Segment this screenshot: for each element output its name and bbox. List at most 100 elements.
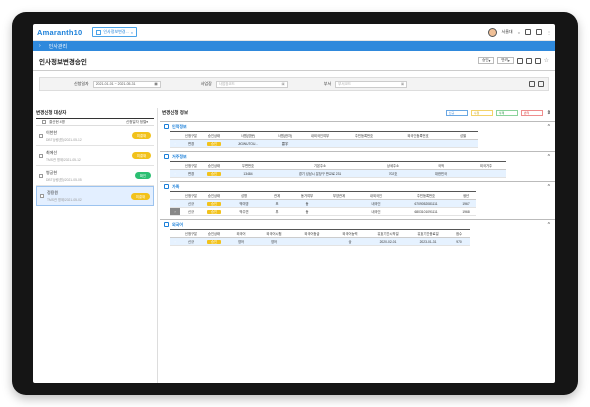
section-block: 거주정보 ⌃ 신청구분 승인상태 우편번호 기본주소 상세주소 국적 외국거주 › 변경 승인 1348… [160, 151, 555, 178]
section-title[interactable]: 외국어 ⌃ [160, 219, 555, 229]
expand-all-icon[interactable]: ⇕ [546, 110, 551, 116]
column-header: 점수 [448, 229, 470, 238]
collapse-icon[interactable]: ⌃ [546, 153, 551, 160]
page-header: 인사정보변경승인 승인 ▾ 반려 ▾ ☆ [33, 51, 555, 71]
search-button-icon[interactable] [529, 81, 535, 87]
tab-icon [96, 29, 102, 35]
applicant-item[interactable]: 정용원 TMS관 명제/2021-05-02 미결재 [36, 186, 154, 206]
table-cell [388, 139, 448, 148]
section-title[interactable]: 인적정보 ⌃ [160, 121, 555, 131]
column-header [170, 161, 180, 170]
column-header: 외국어시험 [256, 229, 292, 238]
collapse-icon[interactable]: ⌃ [546, 183, 551, 190]
table-cell: 박주연 [226, 207, 262, 216]
column-header: 신청구분 [180, 161, 202, 170]
menu-icon[interactable]: › [39, 43, 41, 49]
row-marker: › [170, 169, 180, 178]
star-icon[interactable]: ☆ [543, 58, 549, 64]
table-cell [448, 139, 478, 148]
section-title[interactable]: 가족 ⌃ [160, 181, 555, 191]
table-cell: 신규 [180, 207, 202, 216]
approve-button[interactable]: 승인 ▾ [478, 57, 495, 64]
date-range-input[interactable]: 2021-01-01 ~ 2021-05-31 ▦ [92, 80, 161, 88]
column-header: 부양관계 [322, 191, 356, 200]
table-cell: 970 [448, 237, 470, 246]
select-all-checkbox[interactable] [42, 120, 46, 124]
column-header: 외국어 [226, 229, 256, 238]
breadcrumb: › 인사관리 [33, 41, 555, 51]
applicant-sub: DBT상량(원)/2021-05-05 [46, 177, 82, 182]
table-cell: 702호 [370, 169, 416, 178]
user-name[interactable]: 서울대 [501, 29, 513, 34]
table-cell: 신규 [180, 199, 202, 208]
detail-title: 변경신청 정보 [162, 110, 189, 115]
table-header-row: 신청구분 승인상태 외국어 외국어시험 외국어등급 외국어능력 유효기간시작일 유효기간종료일… [170, 229, 470, 238]
applicant-item[interactable]: 이천한 DBT상량(원)/2021-05-12 미결재 [36, 126, 154, 146]
column-header: 승인상태 [202, 191, 226, 200]
dept-input[interactable]: 부서코드 ▣ [335, 80, 408, 88]
table-row[interactable]: › 신규 승인 박미영 모 동 내국인 6709052081111 1967 [170, 199, 476, 208]
column-header: 관계 [262, 191, 292, 200]
expand-filter-icon[interactable] [538, 81, 544, 87]
applicant-info: 정용원 TMS관 명제/2021-05-02 [47, 190, 82, 202]
table-row[interactable]: › 변경 승인 13484 경기 성남시 분당구 판교로 231 702호 대한민국 [170, 169, 506, 178]
table-cell: 2020-02-01 [368, 237, 408, 246]
delete-icon[interactable] [525, 57, 532, 64]
table-row[interactable]: › 변경 승인 JIGWUTOU... 雲宇 [170, 139, 478, 148]
column-header: 우편번호 [226, 161, 270, 170]
status-badge: 승인 [206, 142, 222, 146]
section-title-text: 거주정보 [172, 153, 187, 159]
section-title[interactable]: 거주정보 ⌃ [160, 151, 555, 161]
settings-icon[interactable] [534, 57, 541, 64]
sort-select[interactable]: 신청일자 정렬 [125, 119, 147, 124]
more-icon[interactable]: ⋮ [547, 29, 551, 35]
table-cell: 동 [292, 199, 322, 208]
table-cell: 대한민국 [416, 169, 466, 178]
applicant-sub: TMS관 명제/2021-05-02 [47, 198, 82, 202]
avatar[interactable] [487, 27, 497, 37]
table-header-row: 신청구분 승인상태 사원(영문) 사원(한자) 내외국인여부 주민등록번호 외국인등록번호 성… [170, 131, 478, 140]
table-cell: 동 [292, 207, 322, 216]
table-cell [292, 237, 332, 246]
applicant-item[interactable]: 최에선 TMS관 명제/2021-05-12 미결재 [36, 146, 154, 166]
table-cell [466, 169, 506, 178]
calendar-icon[interactable]: ▦ [154, 82, 158, 86]
applicant-list-header: 결산현 4명 신청일자 정렬 ▾ [36, 118, 154, 126]
bell-icon[interactable] [525, 29, 531, 35]
table-row[interactable]: › 신규 승인 박주연 부 동 내국인 6803101091111 1968 [170, 207, 476, 216]
column-header: 유효기간시작일 [368, 229, 408, 238]
column-header: 외국인등록번호 [388, 131, 448, 140]
table-cell: 영어 [256, 237, 292, 246]
column-header: 주민등록번호 [340, 131, 388, 140]
section-icon [164, 154, 169, 159]
open-tab[interactable]: 인사정보변경... × [92, 27, 138, 37]
collapse-icon[interactable]: ⌃ [546, 221, 551, 228]
table-cell: 영어 [226, 237, 256, 246]
close-icon[interactable]: × [130, 29, 134, 35]
search-icon[interactable]: ○ [517, 29, 520, 35]
org-icon[interactable] [536, 29, 542, 35]
biz-input[interactable]: 사업장코드 ▣ [215, 80, 288, 88]
app-logo[interactable]: Amaranth10 [37, 28, 82, 37]
column-header: 사원(영문) [226, 131, 270, 140]
section-icon [164, 184, 169, 189]
applicant-checkbox[interactable] [39, 173, 43, 178]
applicant-name: 정용원 [47, 190, 59, 195]
column-header: 내외국인 [356, 191, 396, 200]
table-row[interactable]: › 신규 승인 영어 영어 상 2020-02-01 2023-01-31 970 [170, 237, 470, 246]
applicant-checkbox[interactable] [39, 133, 43, 138]
applicant-info: 최에선 TMS관 명제/2021-05-12 [46, 150, 81, 162]
section-block: 가족 ⌃ 신청구분 승인상태 성명 관계 동거여부 부양관계 내외국인 주민등록번호 생년 › 신규 승인… [160, 181, 555, 216]
section-icon [164, 124, 169, 129]
applicant-checkbox[interactable] [40, 194, 44, 198]
print-icon[interactable] [516, 57, 523, 64]
table-cell [322, 207, 356, 216]
column-header: 생년 [456, 191, 476, 200]
dept-search-icon[interactable]: ▣ [400, 82, 405, 86]
applicant-checkbox[interactable] [39, 153, 43, 158]
collapse-icon[interactable]: ⌃ [546, 123, 551, 130]
applicant-item[interactable]: 병궁현 DBT상량(원)/2021-05-05 확인 [36, 166, 154, 186]
status-badge: 미결재 [131, 152, 151, 159]
reject-button[interactable]: 반려 ▾ [497, 57, 514, 64]
biz-search-icon[interactable]: ▣ [281, 82, 285, 86]
